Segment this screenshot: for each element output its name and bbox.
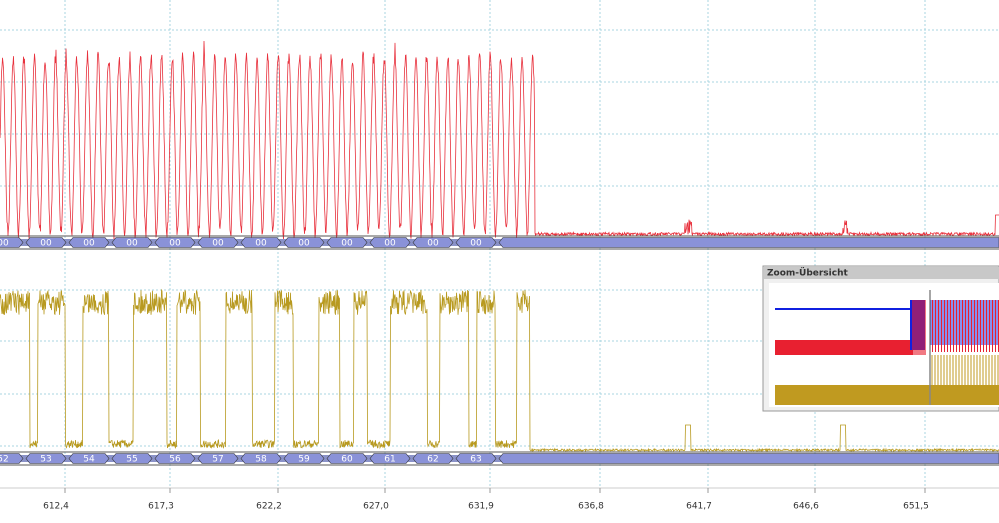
- decode-segment: [25, 453, 67, 464]
- decode-label: 00: [298, 239, 310, 249]
- decode-label: 56: [169, 455, 181, 465]
- zoom-stripes: [930, 300, 999, 390]
- axis-label: 631,9: [468, 502, 494, 512]
- decode-label: 62: [427, 455, 438, 465]
- axis-label: 627,0: [363, 502, 389, 512]
- axis-label: 617,3: [148, 502, 174, 512]
- decode-segment: [0, 453, 24, 464]
- decode-segment: [111, 453, 153, 464]
- decode-segment: [326, 453, 368, 464]
- decode-segment: [240, 453, 282, 464]
- decode-label: 00: [470, 239, 482, 249]
- time-axis: 612,4 617,3 622,2 627,0 631,9 636,8 641,7 646,6…: [43, 488, 929, 512]
- decode-label: 00: [384, 239, 396, 249]
- decode-label: 53: [40, 455, 51, 465]
- axis-label: 636,8: [578, 502, 604, 512]
- decode-segment: [283, 237, 325, 248]
- decode-segment: [154, 237, 196, 248]
- decode-segment: [197, 237, 239, 248]
- decode-label: 00: [341, 239, 353, 249]
- waveforms: [0, 40, 999, 453]
- decode-label: 00: [126, 239, 138, 249]
- decode-label: 00: [0, 239, 9, 249]
- decode-label: 00: [169, 239, 181, 249]
- decode-segment: [369, 237, 411, 248]
- decode-bars: 00 00 00 00 00 00 00 00 00 00 00 00 52 53 54 55 56 57 58 59…: [0, 235, 999, 466]
- decode-segment: [498, 237, 999, 248]
- axis-label: 622,2: [256, 502, 282, 512]
- zoom-title: Zoom-Übersicht: [767, 268, 848, 279]
- decode-label: 58: [255, 455, 267, 465]
- decode-label: 61: [384, 455, 395, 465]
- decode-label: 55: [126, 455, 137, 465]
- decode-label: 00: [40, 239, 52, 249]
- decode-label: 54: [83, 455, 95, 465]
- decode-segment: [25, 237, 67, 248]
- zoom-red-block: [912, 300, 926, 355]
- decode-segment: [326, 237, 368, 248]
- decode-segment: [369, 453, 411, 464]
- decode-label: 00: [83, 239, 95, 249]
- decode-segment: [412, 453, 454, 464]
- decode-label: 52: [0, 455, 9, 465]
- decode-segment: [455, 237, 497, 248]
- red-trace: [0, 40, 999, 240]
- zoom-yellow-band: [775, 385, 999, 405]
- zoom-titlebar: [764, 267, 999, 279]
- decode-segment: [111, 237, 153, 248]
- decode-segment: [68, 453, 110, 464]
- decode-segment: [197, 453, 239, 464]
- decode-segment: [240, 237, 282, 248]
- decode-segment: [412, 237, 454, 248]
- decode-label: 00: [427, 239, 439, 249]
- decode-label: 60: [341, 455, 353, 465]
- decode-label: 63: [470, 455, 481, 465]
- decode-label: 59: [298, 455, 310, 465]
- decode-segment: [498, 453, 999, 464]
- decode-label: 57: [212, 455, 223, 465]
- decode-label: 00: [255, 239, 267, 249]
- decode-segment: [283, 453, 325, 464]
- decode-segment: [455, 453, 497, 464]
- decode-segment: [68, 237, 110, 248]
- axis-label: 651,5: [903, 502, 929, 512]
- zoom-overview[interactable]: Zoom-Übersicht: [762, 265, 999, 412]
- decode-label: 00: [212, 239, 224, 249]
- axis-label: 646,6: [793, 502, 819, 512]
- decode-segment: [154, 453, 196, 464]
- decode-segment: [0, 237, 24, 248]
- yellow-trace: [0, 288, 999, 453]
- axis-label: 641,7: [686, 502, 712, 512]
- axis-label: 612,4: [43, 502, 69, 512]
- zoom-red-band: [775, 340, 913, 355]
